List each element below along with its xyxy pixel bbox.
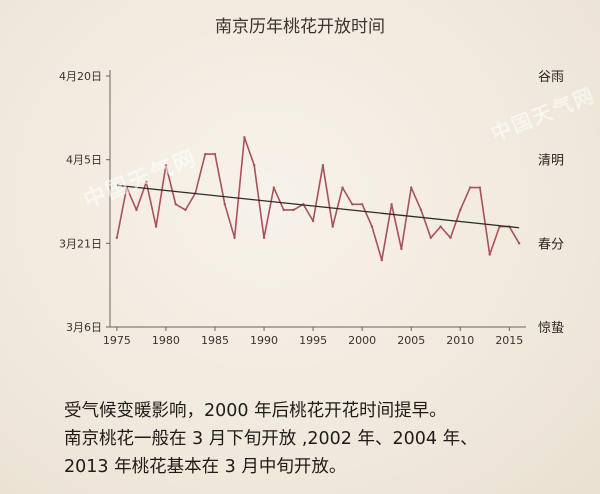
data-point-2008 [439, 225, 442, 228]
solar-term-label-0: 谷雨 [538, 70, 564, 85]
data-point-2010 [459, 208, 462, 212]
y-tick-label-1: 3月21日 [59, 237, 102, 250]
series-line [116, 136, 520, 261]
x-tick-label-2: 1985 [201, 334, 229, 347]
caption: 受气候变暖影响，2000 年后桃花开花时间提早。 南京桃花一般在 3 月下旬开放… [64, 397, 584, 481]
data-point-2003 [390, 203, 393, 206]
data-point-1986 [223, 203, 226, 206]
trend-line [116, 184, 520, 229]
data-point-2001 [370, 225, 374, 228]
x-tick-label-1: 1980 [152, 334, 180, 347]
data-point-2013 [488, 253, 491, 256]
x-tick-label-0: 1975 [103, 334, 131, 347]
chart-title: 南京历年桃花开放时间 [215, 17, 385, 37]
x-tick-label-7: 2010 [446, 334, 474, 347]
data-point-1999 [351, 203, 354, 206]
data-point-1979 [154, 225, 158, 228]
data-point-1989 [253, 164, 256, 167]
data-point-1990 [262, 236, 266, 239]
data-point-2005 [410, 186, 413, 189]
data-point-1975 [115, 236, 119, 239]
x-tick-label-3: 1990 [250, 334, 278, 347]
data-point-1993 [292, 208, 295, 212]
caption-line-3: 2013 年桃花基本在 3 月中旬开放。 [64, 457, 347, 477]
data-point-2004 [400, 247, 403, 251]
data-point-2006 [419, 208, 423, 212]
solar-term-label-3: 惊蛰 [538, 321, 564, 336]
data-point-1981 [174, 203, 177, 206]
caption-line-1: 受气候变暖影响，2000 年后桃花开花时间提早。 [64, 401, 447, 421]
data-point-1995 [311, 219, 315, 223]
solar-term-label-2: 春分 [538, 237, 564, 252]
x-tick-label-5: 2000 [348, 334, 376, 347]
data-point-2009 [449, 236, 452, 239]
data-point-1978 [145, 180, 148, 184]
data-point-1980 [164, 164, 168, 167]
y-tick-label-0: 3月6日 [66, 321, 102, 334]
data-point-1982 [184, 208, 187, 212]
line-chart: 3月6日 3月21日 4月5日 4月20日 1975 1980 1985 1990 1995 20… [59, 70, 564, 347]
data-point-1988 [243, 136, 246, 139]
data-point-1984 [203, 152, 207, 156]
data-point-1991 [272, 186, 276, 189]
data-point-1987 [233, 236, 236, 239]
data-point-1977 [135, 208, 138, 212]
data-point-2016 [517, 242, 521, 245]
x-tick-label-4: 1995 [299, 334, 327, 347]
data-point-2012 [478, 186, 482, 189]
data-point-1985 [213, 152, 217, 156]
data-point-2000 [360, 203, 364, 206]
x-tick-label-6: 2005 [397, 334, 425, 347]
data-point-1997 [331, 225, 334, 228]
data-point-1992 [282, 208, 285, 212]
y-tick-label-3: 4月20日 [59, 70, 102, 83]
x-tick-label-8: 2015 [495, 334, 523, 347]
data-point-2011 [468, 186, 472, 189]
solar-term-label-1: 清明 [538, 154, 564, 169]
data-point-1998 [341, 186, 344, 189]
caption-line-2: 南京桃花一般在 3 月下旬开放 ,2002 年、2004 年、 [64, 429, 478, 449]
data-point-2007 [429, 236, 433, 239]
data-point-1996 [321, 164, 325, 167]
y-tick-label-2: 4月5日 [66, 154, 102, 167]
data-point-2002 [380, 258, 383, 262]
